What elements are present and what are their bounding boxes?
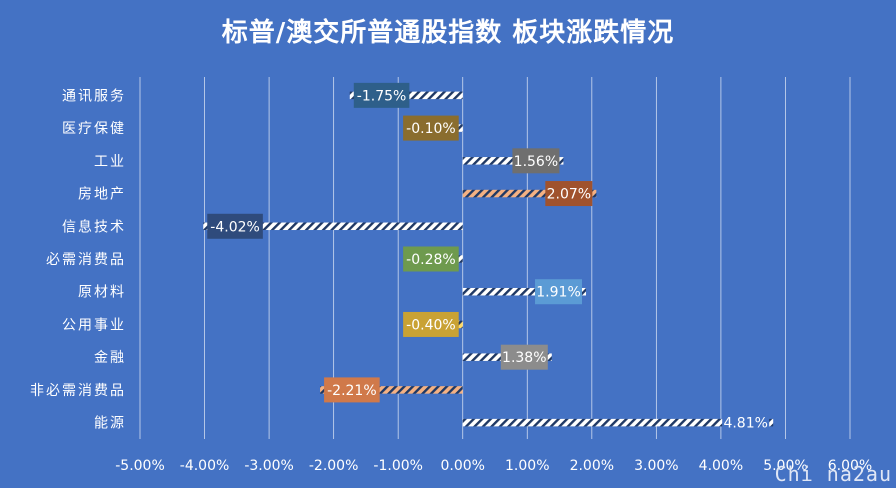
bar xyxy=(462,418,774,427)
category-label: 金融 xyxy=(94,350,126,366)
data-label-box xyxy=(535,279,583,305)
category-label: 必需消费品 xyxy=(46,252,126,268)
category-label: 信息技术 xyxy=(62,218,126,235)
category-label: 公用事业 xyxy=(62,317,126,333)
bar xyxy=(456,124,463,132)
x-tick-label: 4.00% xyxy=(699,458,743,474)
x-tick-label: 6.00% xyxy=(828,458,872,474)
data-label-box xyxy=(403,115,459,141)
data-label: -0.40% xyxy=(406,317,456,333)
bar xyxy=(462,287,587,296)
category-label: 通讯服务 xyxy=(62,88,126,104)
data-label: -4.02% xyxy=(210,219,260,235)
chart-title: 标普/澳交所普通股指数 板块涨跌情况 xyxy=(221,18,675,48)
data-label: 1.56% xyxy=(514,154,558,170)
data-label-box xyxy=(324,377,380,403)
data-label-box xyxy=(512,148,560,174)
category-label: 原材料 xyxy=(78,285,126,301)
data-label: 1.91% xyxy=(536,285,580,301)
x-tick-label: -3.00% xyxy=(244,458,294,474)
x-tick-label: 0.00% xyxy=(440,458,484,474)
category-label: 工业 xyxy=(94,154,126,170)
data-label-box xyxy=(353,82,410,108)
category-label: 能源 xyxy=(94,416,126,432)
category-label: 房地产 xyxy=(78,187,126,203)
data-label: 1.38% xyxy=(502,350,546,366)
watermark-text: Chi na2au xyxy=(774,462,892,486)
x-tick-label: 3.00% xyxy=(634,458,678,474)
data-label: -1.75% xyxy=(357,88,407,104)
x-tick-label: -2.00% xyxy=(309,458,359,474)
data-label-box xyxy=(403,311,459,337)
x-tick-label: 1.00% xyxy=(505,458,549,474)
x-tick-label: -4.00% xyxy=(180,458,230,474)
data-label-box xyxy=(403,246,459,272)
data-label: 2.07% xyxy=(547,187,591,203)
bar xyxy=(320,386,463,394)
x-tick-label: -5.00% xyxy=(115,458,165,474)
category-label: 非必需消费品 xyxy=(30,383,126,399)
data-label-box xyxy=(722,410,770,436)
data-label: -2.21% xyxy=(327,383,377,399)
x-tick-label: -1.00% xyxy=(373,458,423,474)
bar xyxy=(203,222,463,231)
data-label-box xyxy=(500,344,548,370)
x-tick-label: 2.00% xyxy=(570,458,614,474)
category-label: 医疗保健 xyxy=(62,121,126,137)
data-label: -0.10% xyxy=(406,121,456,137)
bar xyxy=(462,189,597,198)
data-label: 4.81% xyxy=(723,416,767,432)
x-tick-label: 5.00% xyxy=(763,458,807,474)
data-label-box xyxy=(207,213,263,239)
data-label-box xyxy=(545,181,593,207)
data-label: -0.28% xyxy=(406,252,456,268)
